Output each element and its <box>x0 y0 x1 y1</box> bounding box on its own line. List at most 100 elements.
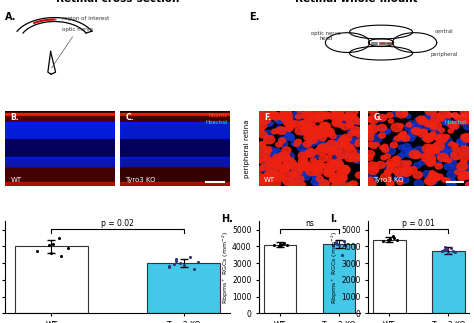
Circle shape <box>319 180 329 188</box>
Circle shape <box>441 177 448 182</box>
Circle shape <box>281 114 292 122</box>
Circle shape <box>278 165 283 169</box>
Circle shape <box>294 169 302 175</box>
Circle shape <box>458 175 465 181</box>
Circle shape <box>349 153 361 162</box>
Circle shape <box>386 113 393 118</box>
Circle shape <box>313 139 319 144</box>
Circle shape <box>426 158 436 166</box>
Circle shape <box>302 121 309 126</box>
Point <box>180 262 187 267</box>
Circle shape <box>402 161 411 167</box>
Point <box>386 236 393 241</box>
Point <box>332 240 340 245</box>
Circle shape <box>318 129 324 134</box>
Circle shape <box>319 136 326 141</box>
Circle shape <box>259 116 268 123</box>
Circle shape <box>417 116 426 123</box>
Point <box>441 245 449 250</box>
Circle shape <box>438 114 447 121</box>
Point <box>445 250 452 255</box>
Circle shape <box>435 143 444 150</box>
Circle shape <box>344 116 352 123</box>
Circle shape <box>331 162 340 169</box>
Circle shape <box>315 115 324 121</box>
Circle shape <box>434 150 439 153</box>
Circle shape <box>256 142 264 148</box>
Point <box>190 266 198 272</box>
Circle shape <box>309 131 314 135</box>
Circle shape <box>259 182 269 189</box>
Circle shape <box>426 133 436 141</box>
Circle shape <box>365 151 374 158</box>
Circle shape <box>427 124 435 130</box>
Circle shape <box>278 127 284 131</box>
Circle shape <box>263 146 272 153</box>
Text: region of interest: region of interest <box>55 16 109 21</box>
Bar <box>15 246 88 313</box>
Point <box>443 246 450 251</box>
Circle shape <box>457 139 465 145</box>
Point <box>276 242 284 247</box>
Circle shape <box>256 109 265 115</box>
Circle shape <box>425 123 430 127</box>
Circle shape <box>437 115 445 121</box>
Circle shape <box>392 161 399 166</box>
Circle shape <box>303 111 312 118</box>
Circle shape <box>325 155 332 160</box>
Point <box>393 238 401 243</box>
Circle shape <box>284 133 294 140</box>
Text: optic nerve
head: optic nerve head <box>311 31 341 41</box>
Circle shape <box>421 133 432 141</box>
Point <box>338 252 346 257</box>
Circle shape <box>461 172 471 179</box>
Circle shape <box>299 158 308 165</box>
Circle shape <box>406 134 415 141</box>
Bar <box>5 182 115 186</box>
Circle shape <box>325 170 330 173</box>
Circle shape <box>449 142 456 147</box>
Circle shape <box>335 143 346 151</box>
Circle shape <box>308 148 313 152</box>
Circle shape <box>274 160 282 165</box>
Text: Rbpms: Rbpms <box>448 113 467 118</box>
Bar <box>386 42 392 44</box>
Circle shape <box>401 131 407 136</box>
Circle shape <box>450 123 459 129</box>
Circle shape <box>457 162 467 171</box>
Circle shape <box>311 167 318 172</box>
Circle shape <box>300 171 308 177</box>
Circle shape <box>425 177 436 185</box>
Circle shape <box>394 169 404 176</box>
Circle shape <box>372 134 382 142</box>
Circle shape <box>261 147 271 155</box>
Circle shape <box>327 160 335 166</box>
Circle shape <box>426 155 436 163</box>
Bar <box>120 113 230 116</box>
Circle shape <box>445 135 450 139</box>
Circle shape <box>324 170 334 177</box>
Circle shape <box>316 112 326 120</box>
Point <box>186 255 193 260</box>
Circle shape <box>460 154 470 161</box>
Text: optic nerve: optic nerve <box>52 27 93 68</box>
Circle shape <box>437 153 448 161</box>
Bar <box>5 167 115 182</box>
Circle shape <box>333 113 344 121</box>
Circle shape <box>459 115 469 123</box>
Circle shape <box>271 112 281 120</box>
Point <box>172 259 180 264</box>
Circle shape <box>434 147 440 151</box>
Circle shape <box>331 112 338 117</box>
Circle shape <box>426 178 434 183</box>
Circle shape <box>260 141 266 146</box>
Circle shape <box>338 165 350 174</box>
Circle shape <box>314 129 323 137</box>
Circle shape <box>367 126 372 130</box>
Circle shape <box>429 121 441 130</box>
Circle shape <box>346 118 351 122</box>
Circle shape <box>367 162 377 170</box>
Circle shape <box>268 179 281 188</box>
Circle shape <box>265 122 272 126</box>
Circle shape <box>429 151 438 157</box>
